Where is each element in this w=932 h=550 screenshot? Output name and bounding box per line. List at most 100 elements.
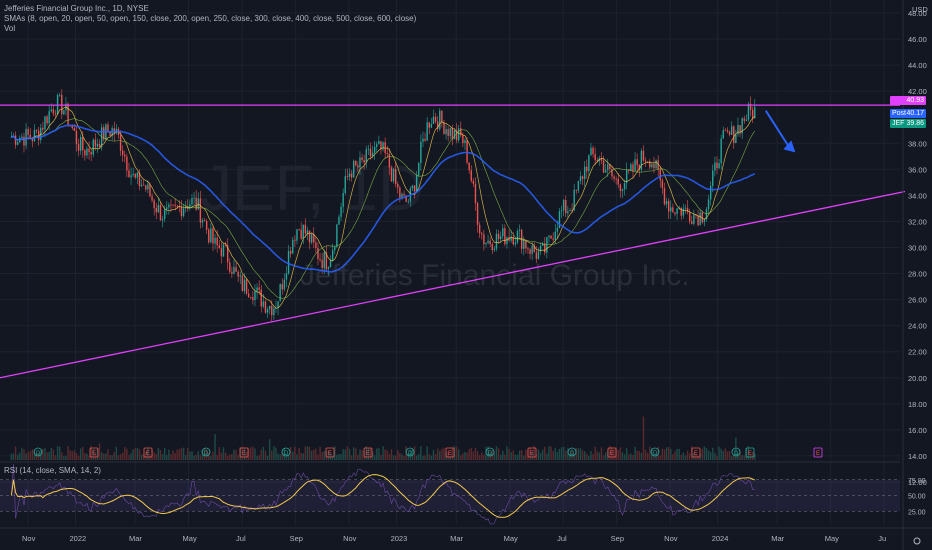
candle-body: [546, 237, 548, 253]
volume-bar: [630, 453, 632, 460]
volume-bar: [327, 450, 330, 460]
candle-body: [90, 152, 92, 155]
volume-bar: [604, 452, 607, 460]
volume-bar: [728, 450, 731, 460]
candle-body: [424, 138, 426, 141]
candle-body: [317, 247, 319, 260]
volume-legend[interactable]: Vol: [4, 24, 16, 33]
price-tick-label: 32.00: [908, 217, 927, 226]
candle-body: [226, 245, 229, 263]
volume-bar: [178, 449, 181, 460]
event-marker-label: E: [448, 451, 452, 457]
candle-body: [575, 189, 577, 191]
trend-line[interactable]: [0, 190, 906, 379]
candle-body: [623, 183, 626, 190]
candle-body: [84, 150, 86, 156]
candle-body: [447, 129, 449, 136]
volume-bar: [663, 449, 666, 460]
candle-body: [63, 110, 65, 115]
volume-bar: [134, 448, 136, 460]
candle-body: [170, 204, 172, 206]
candle-body: [516, 231, 519, 243]
volume-bar: [537, 449, 540, 460]
volume-bar: [128, 455, 130, 460]
candle-body: [151, 196, 153, 201]
candle-body: [422, 138, 424, 142]
price-tick-label: 24.00: [908, 322, 927, 331]
volume-bar: [518, 450, 521, 460]
event-marker-label: E: [748, 451, 752, 457]
volume-bar: [376, 448, 378, 460]
volume-bar: [611, 447, 613, 460]
candle-body: [218, 245, 220, 249]
time-tick-label: Nov: [22, 534, 36, 543]
last-tag-value: 39.86: [906, 120, 924, 127]
volume-bar: [523, 455, 525, 460]
volume-bar: [35, 453, 38, 460]
volume-bar: [73, 450, 76, 460]
volume-bar: [142, 453, 145, 460]
volume-bar: [550, 446, 552, 460]
candle-body: [728, 131, 731, 135]
sma-legend[interactable]: SMAs (8, open, 20, open, 50, open, 150, …: [4, 14, 417, 23]
candle-body: [468, 162, 470, 171]
candle-body: [588, 155, 590, 172]
volume-bar: [285, 455, 288, 460]
volume-bar: [693, 452, 695, 460]
candle-body: [283, 279, 286, 290]
earnings-marker: [445, 447, 455, 458]
volume-bar: [355, 448, 357, 460]
candle-body: [485, 243, 487, 245]
event-marker-label: D: [408, 451, 413, 457]
candle-body: [310, 234, 313, 243]
candle-body: [371, 152, 374, 157]
volume-bar: [552, 451, 554, 460]
currency-label[interactable]: USD: [912, 5, 928, 14]
candle-body: [235, 267, 237, 272]
volume-bar: [682, 452, 685, 460]
candle-body: [527, 248, 529, 250]
volume-bar: [304, 446, 307, 460]
candle-body: [260, 289, 262, 307]
candle-body: [714, 162, 716, 171]
settings-gear-icon[interactable]: [913, 537, 921, 545]
rsi-legend[interactable]: RSI (14, close, SMA, 14, 2): [4, 466, 101, 475]
event-marker-label: E: [816, 451, 820, 457]
candle-body: [294, 239, 296, 241]
candle-body: [75, 130, 78, 145]
price-tick-label: 36.00: [908, 165, 927, 174]
volume-bar: [632, 454, 634, 460]
candle-body: [720, 138, 722, 164]
candle-body: [686, 207, 689, 213]
volume-bar: [560, 447, 563, 460]
candle-body: [548, 235, 550, 238]
volume-bar: [340, 453, 342, 460]
candle-body: [77, 144, 80, 151]
event-marker-label: E: [92, 451, 96, 457]
candle-body: [663, 188, 666, 205]
candles: [10, 89, 756, 323]
candle-body: [10, 136, 13, 138]
time-tick-label: May: [504, 534, 518, 543]
volume-bar: [709, 452, 712, 460]
candle-body: [533, 245, 535, 253]
candle-body: [636, 159, 638, 166]
volume-bar: [735, 437, 737, 460]
volume-bar: [357, 454, 359, 460]
forecast-arrow-icon[interactable]: [764, 110, 796, 153]
candle-body: [455, 130, 458, 141]
dividend-marker: [405, 447, 415, 457]
candle-body: [138, 172, 141, 187]
candle-body: [401, 193, 403, 198]
volume-bar: [733, 454, 735, 460]
volume-bar: [544, 446, 546, 460]
candle-body: [607, 164, 609, 171]
volume-bar: [594, 446, 596, 460]
dividend-marker: [281, 447, 291, 457]
volume-bar: [103, 453, 105, 460]
candle-body: [313, 234, 315, 243]
candle-body: [514, 242, 517, 245]
candle-body: [613, 176, 615, 179]
candle-body: [220, 248, 223, 257]
